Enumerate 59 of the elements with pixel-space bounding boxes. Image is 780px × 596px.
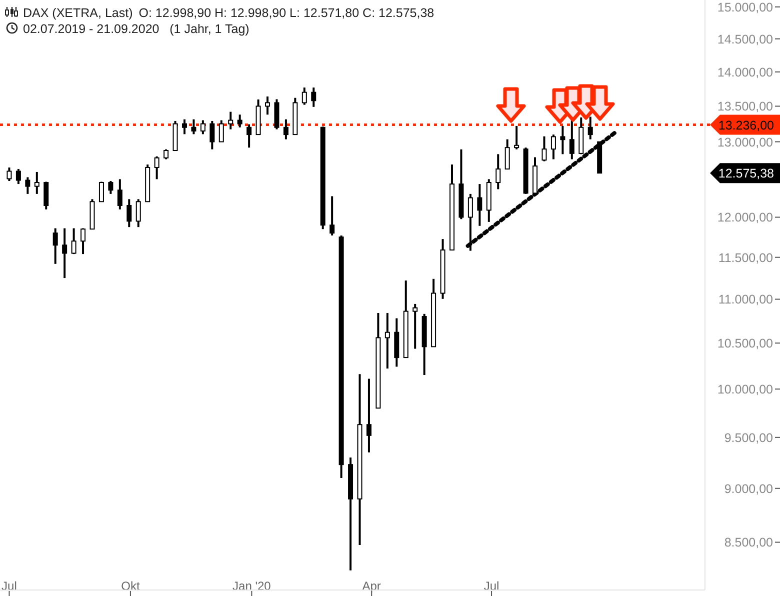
candlestick (210, 120, 215, 150)
candlestick (412, 302, 418, 350)
candlestick (237, 114, 242, 128)
y-tick-label: 9.000,00 (724, 482, 774, 496)
y-tick-label: 14.500,00 (717, 32, 774, 46)
y-tick-label: 12.000,00 (717, 210, 774, 225)
text: DAX (XETRA, Last) (23, 6, 133, 20)
y-tick-label: 13.000,00 (717, 135, 774, 150)
candlestick (477, 183, 482, 227)
y-tick-label: 8.500,00 (724, 536, 774, 550)
candlestick (34, 170, 40, 195)
candlestick (154, 155, 160, 180)
candlestick (191, 118, 196, 136)
y-tick-label: 15.000,00 (717, 0, 774, 14)
y-tick-label: 11.500,00 (718, 250, 774, 265)
y-tick-label: 9.500,00 (724, 430, 774, 445)
candlestick (504, 138, 510, 170)
candlestick (560, 124, 566, 156)
candlestick (550, 134, 556, 160)
candlestick (265, 95, 270, 116)
candlestick (302, 86, 307, 106)
candlestick (98, 180, 104, 203)
candlestick (52, 227, 58, 265)
candlestick (62, 227, 68, 280)
candlestick (496, 153, 501, 190)
text: 12.575,38 (718, 166, 774, 181)
candlestick (182, 118, 187, 136)
candlestick (542, 135, 547, 162)
candlestick (44, 180, 49, 210)
candlestick (588, 116, 593, 140)
candlestick (164, 148, 169, 160)
candlestick (16, 168, 21, 186)
candlestick (200, 119, 206, 136)
candlestick (228, 110, 234, 130)
candlestick (283, 118, 288, 140)
candlestick (514, 124, 520, 150)
y-tick-label: 10.000,00 (717, 382, 774, 397)
candlestick (569, 118, 574, 160)
candlestick (80, 227, 86, 256)
candlestick (126, 198, 132, 228)
candlestick (117, 178, 122, 210)
y-tick-label: 11.000,00 (718, 292, 774, 307)
candlestick (246, 123, 252, 149)
candlestick (311, 86, 316, 108)
candlestick (108, 180, 114, 195)
y-tick-label: 10.500,00 (717, 336, 774, 351)
candlestick (6, 166, 12, 182)
candlestick (25, 176, 30, 195)
annotation: O: 12.998,90 H: 12.998,90 L: 12.571,80 C: 12.575,38 (138, 6, 434, 20)
candlestick (71, 227, 76, 256)
candlestick (330, 195, 335, 236)
candlestick (136, 198, 141, 228)
y-tick-label: 13.500,00 (717, 100, 774, 114)
text: 02.07.2019 - 21.09.2020 (1 Jahr, 1 Tag) (23, 22, 250, 36)
candlestick (384, 312, 390, 370)
candlestick (218, 119, 224, 143)
candlestick (366, 378, 372, 454)
ref-line-label: 13.236,00 (718, 118, 774, 132)
y-tick-label: 14.000,00 (717, 65, 774, 80)
